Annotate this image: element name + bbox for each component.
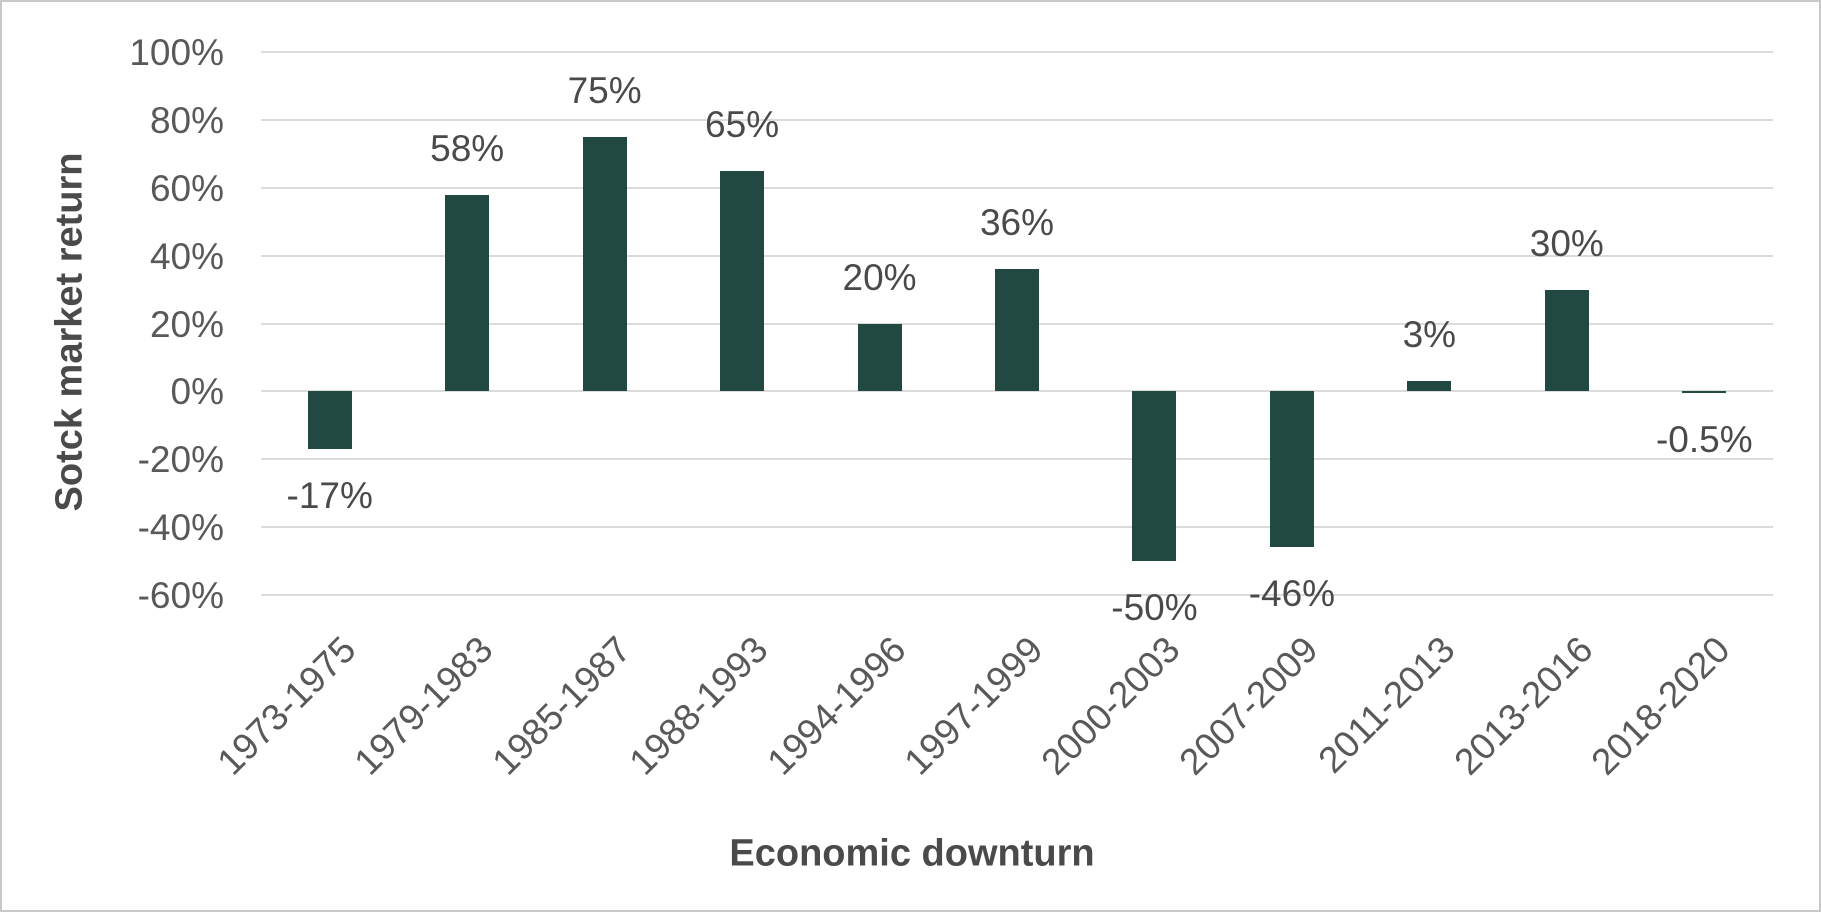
x-tick-label: 1973-1975 (209, 628, 364, 783)
y-tick-label: -40% (137, 507, 224, 549)
bar-value-label: -50% (1111, 587, 1198, 629)
y-tick-label: 40% (149, 235, 224, 277)
gridline (261, 118, 1773, 121)
gridline (261, 390, 1773, 393)
y-tick-label: 0% (170, 371, 224, 413)
bar-1988-1993 (720, 170, 765, 392)
bar-value-label: -46% (1248, 573, 1336, 615)
bar-value-label: 75% (567, 69, 642, 111)
bar-2018-2020 (1682, 391, 1727, 394)
plot-area: 100% 80% 60% 40% 20% 0% -20% -40% -60% -17% 1973-1… (129, 34, 1773, 783)
y-tick-label: -20% (137, 439, 224, 481)
gridline (261, 594, 1773, 596)
bar-value-label: 58% (430, 127, 505, 169)
bar-2013-2016 (1544, 289, 1589, 392)
bar-2000-2003 (1132, 391, 1177, 562)
y-tick-label: -60% (137, 575, 224, 616)
y-tick-label: 100% (129, 32, 224, 73)
bar-1973-1975 (307, 391, 352, 450)
bar-value-label: 20% (842, 256, 917, 298)
gridline (261, 254, 1773, 257)
gridline (261, 51, 1773, 53)
bar-2007-2009 (1269, 391, 1314, 548)
bar-1985-1987 (582, 136, 627, 392)
bar-1979-1983 (445, 194, 490, 392)
gridline (261, 458, 1773, 461)
bar-2011-2013 (1407, 381, 1452, 392)
x-axis-title: Economic downturn (729, 832, 1095, 875)
bar-value-label: 65% (705, 103, 780, 145)
bar-value-label: 36% (979, 202, 1055, 244)
bar-value-label: -0.5% (1655, 419, 1753, 461)
bar-value-label: 30% (1529, 222, 1604, 264)
bar-1997-1999 (995, 269, 1039, 392)
bar-1994-1996 (857, 323, 902, 392)
bar-value-label: -17% (286, 475, 373, 517)
bar-value-label: 3% (1402, 314, 1457, 356)
y-tick-label: 60% (149, 167, 224, 209)
y-tick-label: 80% (149, 99, 224, 141)
y-tick-label: 20% (149, 303, 224, 345)
gridline (261, 526, 1773, 529)
gridline (261, 186, 1773, 189)
